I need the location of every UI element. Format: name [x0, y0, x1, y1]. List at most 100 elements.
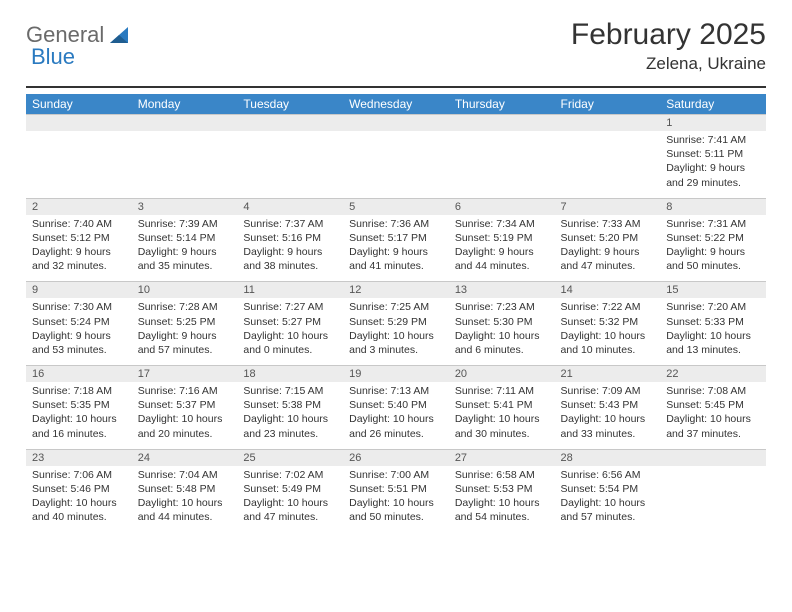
daylight-line: Daylight: 9 hours and 29 minutes.	[666, 161, 760, 189]
sunset-label: Sunset:	[32, 316, 71, 328]
day-cell: Sunrise: 7:40 AMSunset: 5:12 PMDaylight:…	[26, 215, 132, 282]
day-number: 6	[449, 198, 555, 215]
day-cell: Sunrise: 7:27 AMSunset: 5:27 PMDaylight:…	[237, 298, 343, 365]
sunset-value: 5:37 PM	[176, 399, 215, 411]
day-number	[237, 115, 343, 132]
day-number-row: 1	[26, 115, 766, 132]
sunset-label: Sunset:	[243, 399, 282, 411]
sunset-line: Sunset: 5:20 PM	[561, 231, 655, 245]
day-number: 7	[555, 198, 661, 215]
sunset-line: Sunset: 5:49 PM	[243, 482, 337, 496]
daylight-line: Daylight: 10 hours and 0 minutes.	[243, 329, 337, 357]
sunset-label: Sunset:	[243, 483, 282, 495]
day-number: 3	[132, 198, 238, 215]
sunrise-label: Sunrise:	[455, 469, 496, 481]
day-number: 18	[237, 366, 343, 383]
daylight-label: Daylight:	[455, 246, 499, 258]
daylight-line: Daylight: 10 hours and 13 minutes.	[666, 329, 760, 357]
day-cell	[26, 131, 132, 198]
day-cell: Sunrise: 7:36 AMSunset: 5:17 PMDaylight:…	[343, 215, 449, 282]
sunset-value: 5:22 PM	[705, 232, 744, 244]
daylight-label: Daylight:	[138, 330, 182, 342]
sunrise-label: Sunrise:	[561, 218, 602, 230]
sunset-value: 5:29 PM	[388, 316, 427, 328]
daylight-line: Daylight: 10 hours and 47 minutes.	[243, 496, 337, 524]
day-number	[132, 115, 238, 132]
sunset-line: Sunset: 5:33 PM	[666, 315, 760, 329]
day-number: 1	[660, 115, 766, 132]
day-number: 27	[449, 449, 555, 466]
sunrise-label: Sunrise:	[138, 218, 179, 230]
sunrise-line: Sunrise: 7:36 AM	[349, 217, 443, 231]
daylight-line: Daylight: 10 hours and 50 minutes.	[349, 496, 443, 524]
sunrise-value: 7:27 AM	[285, 301, 324, 313]
daylight-label: Daylight:	[561, 413, 605, 425]
sunrise-label: Sunrise:	[349, 301, 390, 313]
sunset-label: Sunset:	[32, 483, 71, 495]
sunset-label: Sunset:	[349, 316, 388, 328]
daylight-label: Daylight:	[455, 330, 499, 342]
sunset-value: 5:19 PM	[493, 232, 532, 244]
day-cell: Sunrise: 7:06 AMSunset: 5:46 PMDaylight:…	[26, 466, 132, 533]
sunrise-line: Sunrise: 7:11 AM	[455, 384, 549, 398]
day-number-row: 9101112131415	[26, 282, 766, 299]
day-number-row: 232425262728	[26, 449, 766, 466]
day-cell: Sunrise: 7:15 AMSunset: 5:38 PMDaylight:…	[237, 382, 343, 449]
sunrise-label: Sunrise:	[138, 469, 179, 481]
sunrise-label: Sunrise:	[666, 385, 707, 397]
sunset-value: 5:14 PM	[176, 232, 215, 244]
daylight-label: Daylight:	[32, 330, 76, 342]
daylight-line: Daylight: 10 hours and 54 minutes.	[455, 496, 549, 524]
day-detail-row: Sunrise: 7:06 AMSunset: 5:46 PMDaylight:…	[26, 466, 766, 533]
day-number	[449, 115, 555, 132]
sunrise-value: 6:56 AM	[602, 469, 641, 481]
day-cell	[449, 131, 555, 198]
sunrise-value: 7:18 AM	[73, 385, 112, 397]
day-cell: Sunrise: 7:13 AMSunset: 5:40 PMDaylight:…	[343, 382, 449, 449]
daylight-label: Daylight:	[138, 413, 182, 425]
sunrise-line: Sunrise: 7:00 AM	[349, 468, 443, 482]
sunset-line: Sunset: 5:41 PM	[455, 398, 549, 412]
day-number-row: 2345678	[26, 198, 766, 215]
sunrise-label: Sunrise:	[32, 469, 73, 481]
header: General February 2025 Zelena, Ukraine	[0, 0, 792, 80]
sunset-value: 5:38 PM	[282, 399, 321, 411]
daylight-label: Daylight:	[666, 413, 710, 425]
sunrise-value: 7:16 AM	[179, 385, 218, 397]
day-number: 5	[343, 198, 449, 215]
weekday-header: Sunday	[26, 94, 132, 115]
sunset-line: Sunset: 5:53 PM	[455, 482, 549, 496]
weekday-header: Wednesday	[343, 94, 449, 115]
sunrise-label: Sunrise:	[32, 385, 73, 397]
sunset-label: Sunset:	[138, 399, 177, 411]
sunset-value: 5:33 PM	[705, 316, 744, 328]
daylight-label: Daylight:	[349, 413, 393, 425]
sunrise-value: 7:37 AM	[285, 218, 324, 230]
sunrise-line: Sunrise: 7:09 AM	[561, 384, 655, 398]
sunrise-value: 7:40 AM	[73, 218, 112, 230]
sunset-value: 5:40 PM	[388, 399, 427, 411]
day-number: 24	[132, 449, 238, 466]
sunrise-value: 7:34 AM	[496, 218, 535, 230]
sunset-value: 5:48 PM	[176, 483, 215, 495]
sunset-value: 5:27 PM	[282, 316, 321, 328]
daylight-label: Daylight:	[561, 497, 605, 509]
day-cell: Sunrise: 7:09 AMSunset: 5:43 PMDaylight:…	[555, 382, 661, 449]
daylight-label: Daylight:	[243, 413, 287, 425]
day-number-row: 16171819202122	[26, 366, 766, 383]
sunrise-value: 7:28 AM	[179, 301, 218, 313]
daylight-line: Daylight: 9 hours and 38 minutes.	[243, 245, 337, 273]
sunset-value: 5:17 PM	[388, 232, 427, 244]
day-detail-row: Sunrise: 7:30 AMSunset: 5:24 PMDaylight:…	[26, 298, 766, 365]
sunset-value: 5:41 PM	[493, 399, 532, 411]
logo-text-blue: Blue	[31, 44, 75, 70]
sunrise-label: Sunrise:	[138, 301, 179, 313]
daylight-line: Daylight: 10 hours and 23 minutes.	[243, 412, 337, 440]
sunset-label: Sunset:	[243, 316, 282, 328]
sunrise-line: Sunrise: 7:37 AM	[243, 217, 337, 231]
sunset-label: Sunset:	[32, 399, 71, 411]
title-block: February 2025 Zelena, Ukraine	[571, 18, 766, 74]
daylight-label: Daylight:	[32, 413, 76, 425]
day-cell: Sunrise: 7:02 AMSunset: 5:49 PMDaylight:…	[237, 466, 343, 533]
day-cell: Sunrise: 7:08 AMSunset: 5:45 PMDaylight:…	[660, 382, 766, 449]
